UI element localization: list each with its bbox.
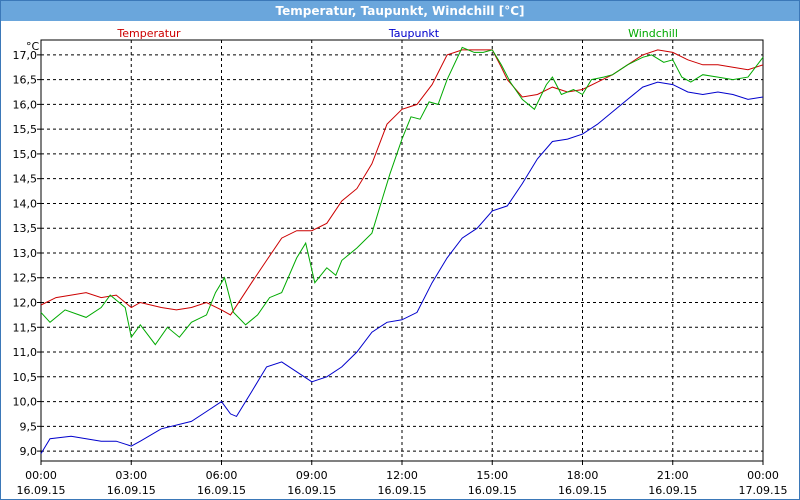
window-title: Temperatur, Taupunkt, Windchill [°C] — [1, 1, 799, 21]
x-tick-time: 00:00 — [25, 469, 57, 482]
y-tick-label: 15,0 — [13, 148, 38, 161]
series-line-windchill — [40, 46, 764, 346]
y-tick-label: 12,5 — [13, 272, 38, 285]
y-tick-label: 15,5 — [13, 123, 38, 136]
y-tick-label: 12,0 — [13, 297, 38, 310]
x-tick-time: 03:00 — [115, 469, 147, 482]
y-tick-label: 13,0 — [13, 247, 38, 260]
series-line-temperatur — [40, 49, 764, 316]
y-axis-unit-label: °C — [26, 40, 40, 53]
legend-taupunkt: Taupunkt — [388, 27, 440, 40]
x-tick-time: 09:00 — [296, 469, 328, 482]
y-tick-label: 10,0 — [13, 396, 38, 409]
x-tick-date: 16.09.15 — [287, 484, 336, 497]
y-tick-label: 11,5 — [13, 321, 38, 334]
series-line-taupunkt — [40, 81, 764, 454]
legend-windchill: Windchill — [628, 27, 678, 40]
grid-lines — [41, 40, 763, 461]
y-tick-label: 13,5 — [13, 222, 38, 235]
x-tick-date: 16.09.15 — [197, 484, 246, 497]
x-tick-date: 16.09.15 — [648, 484, 697, 497]
y-tick-label: 14,5 — [13, 173, 38, 186]
y-tick-label: 11,0 — [13, 346, 38, 359]
x-tick-time: 12:00 — [386, 469, 418, 482]
legend-temperatur: Temperatur — [116, 27, 181, 40]
x-tick-time: 00:00 — [747, 469, 779, 482]
x-tick-date: 16.09.15 — [468, 484, 517, 497]
y-tick-label: 9,5 — [20, 420, 38, 433]
y-tick-label: 16,5 — [13, 74, 38, 87]
x-tick-date: 16.09.15 — [558, 484, 607, 497]
x-tick-time: 06:00 — [206, 469, 238, 482]
x-tick-time: 18:00 — [567, 469, 599, 482]
x-tick-date: 16.09.15 — [17, 484, 66, 497]
y-tick-label: 10,5 — [13, 371, 38, 384]
x-axis-ticks: 00:00 16.09.15 03:00 16.09.15 06:00 16.09.15 0… — [17, 461, 788, 497]
x-tick-date: 17.09.15 — [739, 484, 788, 497]
y-axis-ticks: 9,0 9,5 10,0 10,5 11,0 11,5 12,0 12,5 13,0 13,5 14… — [13, 49, 41, 458]
x-tick-time: 21:00 — [657, 469, 689, 482]
x-tick-date: 16.09.15 — [107, 484, 156, 497]
y-tick-label: 17,0 — [13, 49, 38, 62]
y-tick-label: 9,0 — [20, 445, 38, 458]
line-chart: 9,0 9,5 10,0 10,5 11,0 11,5 12,0 12,5 13,0 13,5 14… — [13, 27, 788, 497]
y-tick-label: 16,0 — [13, 98, 38, 111]
x-tick-date: 16.09.15 — [378, 484, 427, 497]
x-tick-time: 15:00 — [476, 469, 508, 482]
series-lines — [40, 46, 764, 454]
y-tick-label: 14,0 — [13, 197, 38, 210]
